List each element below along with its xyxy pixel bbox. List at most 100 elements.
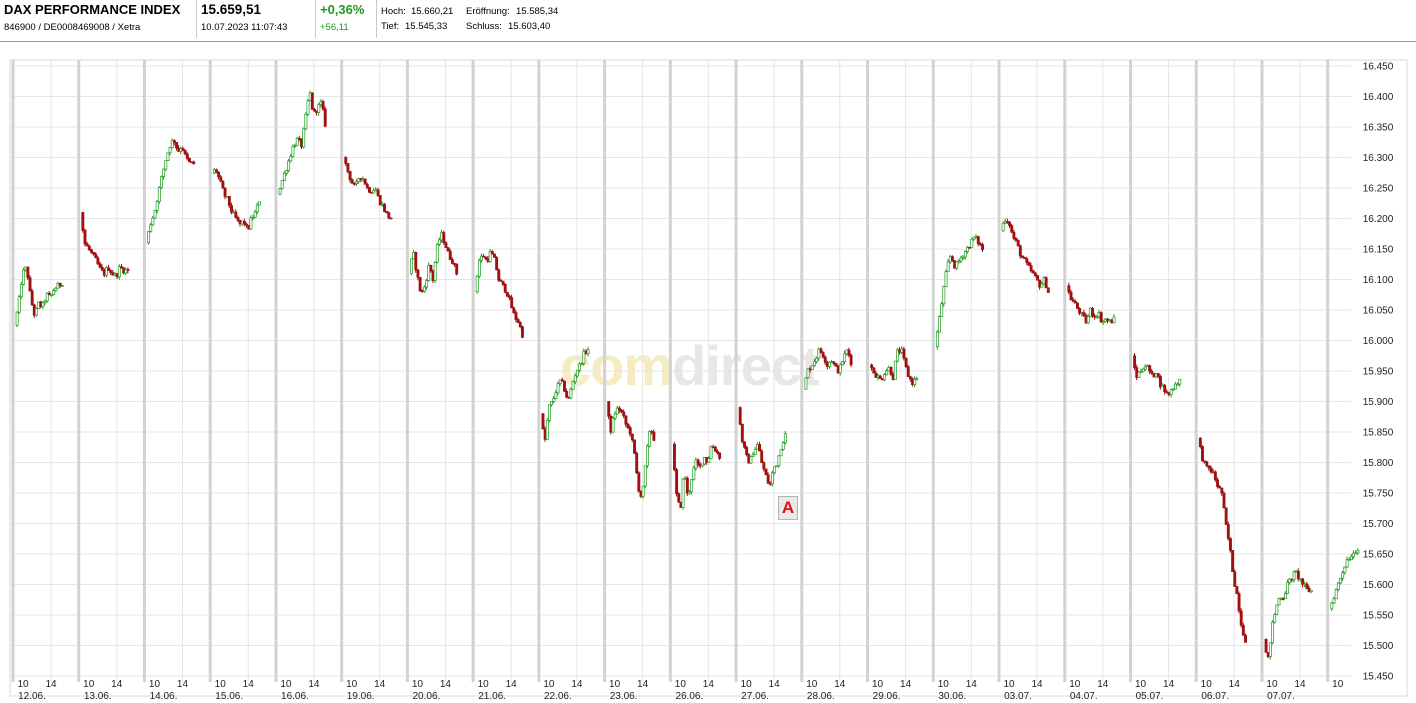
candle-up (1095, 316, 1099, 319)
candle-down (87, 245, 91, 250)
candle-up (166, 152, 170, 162)
candle-down (607, 401, 611, 417)
candle-up (957, 260, 961, 263)
last-price: 15.659,51 (201, 2, 262, 17)
candle-down (187, 158, 191, 163)
candle-down (1213, 471, 1217, 481)
change-percent: +0,36% (320, 2, 365, 17)
close-label: Schluss: (466, 21, 502, 32)
candle-up (700, 463, 704, 467)
candle-up (168, 147, 172, 154)
candle-up (1292, 571, 1296, 581)
candle-up (302, 128, 306, 148)
candle-down (652, 431, 656, 441)
hour-label: 14 (177, 679, 189, 690)
candle-up (15, 311, 19, 326)
candle-up (1174, 383, 1177, 390)
candle-up (19, 284, 23, 298)
candle-up (52, 290, 56, 296)
hour-label: 14 (243, 679, 255, 690)
candle-up (253, 211, 257, 218)
candle-down (1301, 578, 1305, 585)
hour-label: 14 (834, 679, 846, 690)
candle-down (1158, 375, 1162, 388)
candle-up (160, 176, 163, 189)
day-label: 19.06. (347, 691, 375, 702)
day-label: 15.06. (215, 691, 243, 702)
candle-down (109, 270, 113, 274)
candle-down (1029, 265, 1033, 272)
candle-down (764, 468, 768, 476)
candle-down (563, 380, 566, 392)
candle-down (1036, 275, 1040, 281)
candle-up (959, 257, 963, 262)
change-cell: +0,36% +56,11 (316, 0, 377, 38)
candle-down (1235, 586, 1239, 595)
candle-up (372, 190, 376, 194)
candle-up (692, 467, 696, 480)
candle-up (615, 407, 619, 415)
y-tick-label: 15.750 (1363, 489, 1394, 500)
candle-up (613, 413, 617, 419)
candle-down (635, 452, 639, 474)
candle-up (571, 381, 575, 390)
candle-down (675, 469, 679, 494)
hour-label: 10 (1201, 679, 1213, 690)
candle-down (976, 236, 980, 245)
day-label: 14.06. (150, 691, 178, 702)
candle-down (484, 256, 488, 260)
candle-up (1336, 582, 1340, 590)
candle-down (1264, 639, 1268, 653)
event-marker[interactable]: A (778, 496, 798, 520)
candle-down (350, 179, 354, 184)
candle-down (740, 423, 744, 443)
candle-down (217, 171, 221, 178)
candle-up (915, 377, 919, 380)
candle-up (550, 401, 554, 406)
hour-label: 10 (346, 679, 358, 690)
y-tick-label: 15.650 (1363, 550, 1394, 561)
candle-up (1343, 566, 1347, 574)
candle-up (963, 251, 967, 258)
hour-label: 14 (1097, 679, 1109, 690)
hour-label: 10 (938, 679, 950, 690)
candle-up (828, 361, 832, 367)
candle-up (157, 187, 161, 202)
day-label: 03.07. (1004, 691, 1032, 702)
hour-label: 14 (506, 679, 518, 690)
candle-down (418, 277, 422, 292)
hour-label: 14 (1163, 679, 1175, 690)
candle-up (251, 216, 255, 219)
candle-up (1178, 378, 1182, 385)
candle-down (92, 252, 96, 255)
candle-up (681, 478, 685, 508)
y-tick-label: 15.450 (1363, 672, 1394, 683)
candle-down (1025, 258, 1029, 263)
candle-up (105, 267, 108, 276)
candle-down (821, 352, 825, 358)
candle-down (1229, 538, 1232, 551)
candle-up (815, 357, 819, 363)
candle-down (1018, 245, 1022, 257)
candle-down (81, 212, 85, 231)
candle-down (1163, 384, 1167, 393)
candle-down (30, 290, 34, 306)
hour-label: 10 (149, 679, 161, 690)
candle-down (120, 266, 124, 269)
candle-up (611, 417, 615, 433)
candle-down (518, 322, 522, 328)
candle-down (505, 291, 509, 297)
candle-up (45, 292, 49, 302)
candle-down (1233, 571, 1237, 587)
candle-up (1169, 389, 1173, 396)
candle-up (771, 472, 774, 485)
candle-down (387, 212, 391, 219)
candle-down (1010, 225, 1014, 233)
candle-up (1283, 593, 1287, 599)
candle-up (164, 160, 168, 170)
candle-down (1216, 479, 1219, 487)
day-label: 26.06. (675, 691, 703, 702)
candle-up (641, 485, 645, 497)
hour-label: 10 (1266, 679, 1278, 690)
